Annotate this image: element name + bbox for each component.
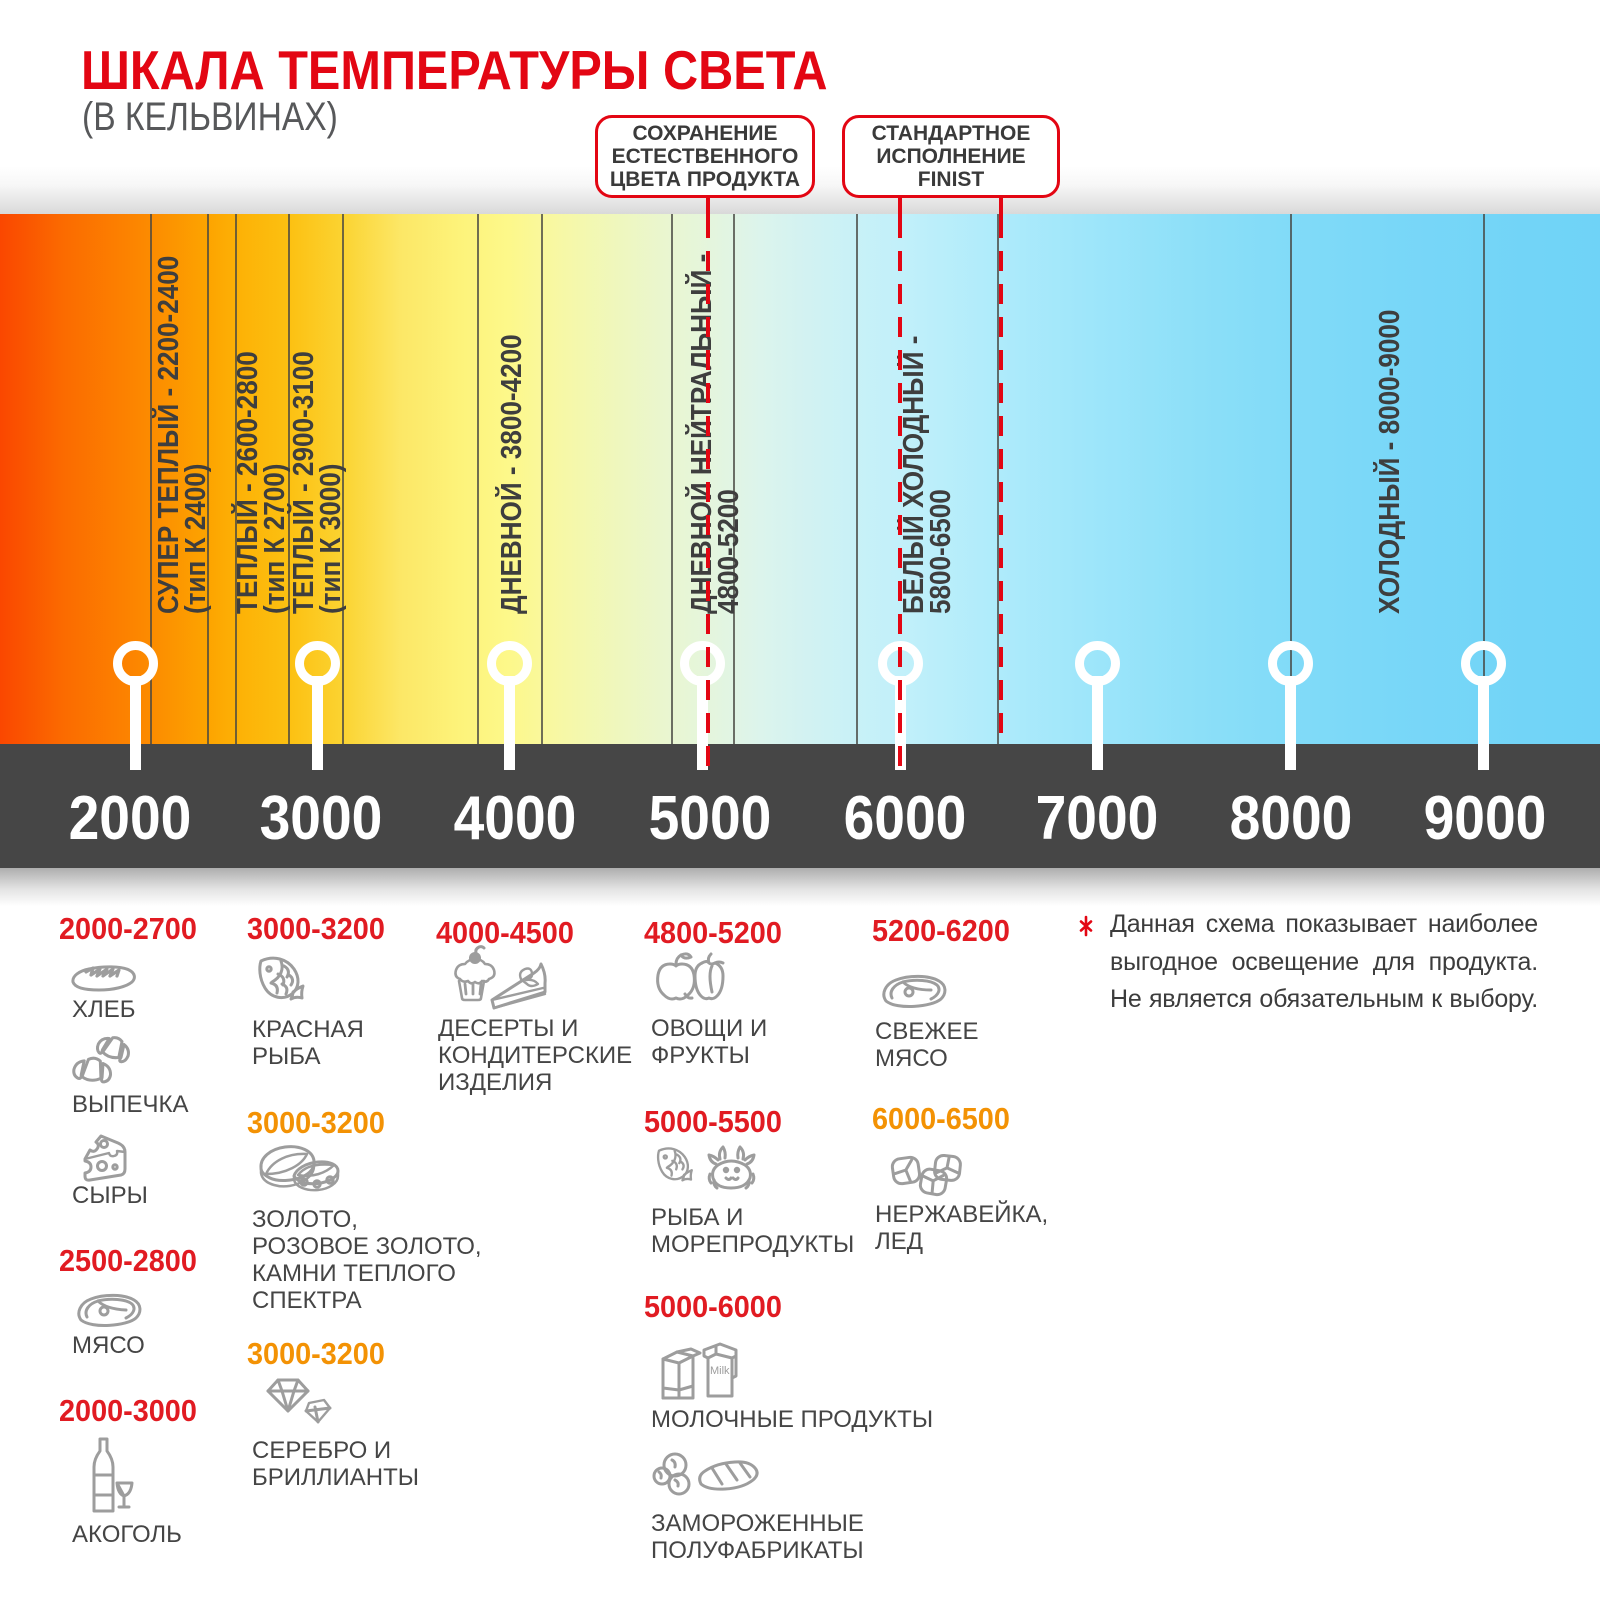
svg-text:Milk: Milk <box>710 1365 730 1377</box>
